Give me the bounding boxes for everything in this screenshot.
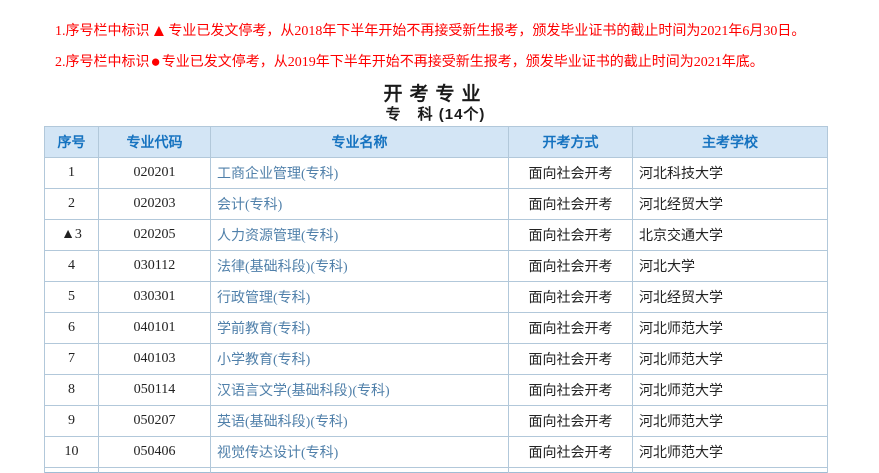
table-row: 8 050114 汉语言文学(基础科段)(专科) 面向社会开考 河北师范大学: [44, 374, 828, 406]
main-school-cell: 河北经贸大学: [632, 188, 828, 220]
main-school-cell: 河北师范大学: [632, 405, 828, 437]
table-row: 1 020201 工商企业管理(专科) 面向社会开考 河北科技大学: [44, 157, 828, 189]
col-header-index: 序号: [44, 126, 99, 158]
exam-method-cell: 面向社会开考: [508, 312, 633, 344]
major-code-cell: 050406: [98, 436, 211, 468]
table-row: 6 040101 学前教育(专科) 面向社会开考 河北师范大学: [44, 312, 828, 344]
major-name-link[interactable]: 英语(基础科段)(专科): [217, 415, 348, 430]
main-school-cell: 河北师范大学: [632, 343, 828, 375]
table-row: 9 050207 英语(基础科段)(专科) 面向社会开考 河北师范大学: [44, 405, 828, 437]
table-row: 7 040103 小学教育(专科) 面向社会开考 河北师范大学: [44, 343, 828, 375]
table-header: 序号 专业代码 专业名称 开考方式 主考学校: [44, 126, 828, 158]
table-row: 4 030112 法律(基础科段)(专科) 面向社会开考 河北大学: [44, 250, 828, 282]
col-header-method: 开考方式: [508, 126, 633, 158]
table-row: 10 050406 视觉传达设计(专科) 面向社会开考 河北师范大学: [44, 436, 828, 468]
table-body: 1 020201 工商企业管理(专科) 面向社会开考 河北科技大学 2 020203 会计(专…: [44, 157, 828, 473]
exam-method-cell: 面向社会开考: [508, 436, 633, 468]
notice-1-prefix: 1.序号栏中标识: [55, 24, 150, 39]
exam-method-cell: 面向社会开考: [508, 405, 633, 437]
triangle-marker-icon: ▲: [150, 21, 168, 40]
exam-method-cell: 面向社会开考: [508, 188, 633, 220]
main-school-cell: 北京交通大学: [632, 219, 828, 251]
major-name-cell: 英语(基础科段)(专科): [210, 405, 509, 437]
major-name-link[interactable]: 汉语言文学(基础科段)(专科): [217, 384, 390, 399]
col-header-name: 专业名称: [210, 126, 509, 158]
major-name-cell: 小学教育(专科): [210, 343, 509, 375]
major-name-link[interactable]: 法律(基础科段)(专科): [217, 260, 348, 275]
major-name-cell: 学前教育(专科): [210, 312, 509, 344]
main-school-cell: 河北大学: [632, 250, 828, 282]
partial-cell: [98, 467, 211, 473]
notice-line-2: 2.序号栏中标识●专业已发文停考，从2019年下半年开始不再接受新生报考，颁发毕…: [55, 53, 879, 71]
major-code-cell: 050207: [98, 405, 211, 437]
major-code-cell: 020201: [98, 157, 211, 189]
exam-method-cell: 面向社会开考: [508, 219, 633, 251]
table-row: 2 020203 会计(专科) 面向社会开考 河北经贸大学: [44, 188, 828, 220]
exam-method-cell: 面向社会开考: [508, 157, 633, 189]
major-code-cell: 040103: [98, 343, 211, 375]
majors-table: 序号 专业代码 专业名称 开考方式 主考学校 1 020201 工商企业管理(专科)…: [44, 126, 828, 473]
partial-cell: [632, 467, 828, 473]
major-name-cell: 工商企业管理(专科): [210, 157, 509, 189]
exam-method-cell: 面向社会开考: [508, 281, 633, 313]
notice-line-1: 1.序号栏中标识▲专业已发文停考，从2018年下半年开始不再接受新生报考，颁发毕…: [55, 22, 879, 40]
table-row-partial: [44, 467, 828, 473]
notice-2-text: 专业已发文停考，从2019年下半年开始不再接受新生报考，颁发毕业证书的截止时间为…: [161, 55, 764, 70]
major-name-link[interactable]: 视觉传达设计(专科): [217, 446, 339, 461]
table-row: 5 030301 行政管理(专科) 面向社会开考 河北经贸大学: [44, 281, 828, 313]
row-index-cell: 1: [44, 157, 99, 189]
col-header-code: 专业代码: [98, 126, 211, 158]
row-index-cell: 2: [44, 188, 99, 220]
major-code-cell: 030112: [98, 250, 211, 282]
row-index-cell: 8: [44, 374, 99, 406]
major-code-cell: 020203: [98, 188, 211, 220]
row-index-cell: 4: [44, 250, 99, 282]
notice-1-text: 专业已发文停考，从2018年下半年开始不再接受新生报考，颁发毕业证书的截止时间为…: [168, 24, 806, 39]
major-code-cell: 040101: [98, 312, 211, 344]
major-name-link[interactable]: 工商企业管理(专科): [217, 167, 339, 182]
page-title: 开考专业: [383, 84, 488, 105]
exam-method-cell: 面向社会开考: [508, 250, 633, 282]
partial-cell: [44, 467, 99, 473]
major-name-link[interactable]: 学前教育(专科): [217, 322, 311, 337]
main-school-cell: 河北师范大学: [632, 374, 828, 406]
table-row: ▲3 020205 人力资源管理(专科) 面向社会开考 北京交通大学: [44, 219, 828, 251]
major-name-cell: 法律(基础科段)(专科): [210, 250, 509, 282]
main-school-cell: 河北师范大学: [632, 436, 828, 468]
partial-cell: [508, 467, 633, 473]
major-name-cell: 汉语言文学(基础科段)(专科): [210, 374, 509, 406]
row-index-cell: 9: [44, 405, 99, 437]
exam-method-cell: 面向社会开考: [508, 374, 633, 406]
notice-2-prefix: 2.序号栏中标识: [55, 55, 150, 70]
row-index-cell: 7: [44, 343, 99, 375]
major-name-cell: 视觉传达设计(专科): [210, 436, 509, 468]
row-index-cell: 5: [44, 281, 99, 313]
main-school-cell: 河北经贸大学: [632, 281, 828, 313]
row-index-cell: ▲3: [44, 219, 99, 251]
circle-marker-icon: ●: [150, 52, 161, 71]
col-header-school: 主考学校: [632, 126, 828, 158]
major-code-cell: 030301: [98, 281, 211, 313]
major-name-cell: 行政管理(专科): [210, 281, 509, 313]
page-subtitle: 专 科 (14个): [385, 106, 486, 123]
major-name-link[interactable]: 会计(专科): [217, 198, 283, 213]
table-header-row: 序号 专业代码 专业名称 开考方式 主考学校: [44, 126, 828, 158]
notices: 1.序号栏中标识▲专业已发文停考，从2018年下半年开始不再接受新生报考，颁发毕…: [0, 0, 879, 71]
row-index-cell: 6: [44, 312, 99, 344]
major-name-link[interactable]: 人力资源管理(专科): [217, 229, 339, 244]
main-school-cell: 河北师范大学: [632, 312, 828, 344]
major-name-cell: 人力资源管理(专科): [210, 219, 509, 251]
major-name-link[interactable]: 行政管理(专科): [217, 291, 311, 306]
major-name-link[interactable]: 小学教育(专科): [217, 353, 311, 368]
exam-method-cell: 面向社会开考: [508, 343, 633, 375]
row-index-cell: 10: [44, 436, 99, 468]
major-code-cell: 020205: [98, 219, 211, 251]
partial-cell: [210, 467, 509, 473]
major-code-cell: 050114: [98, 374, 211, 406]
main-school-cell: 河北科技大学: [632, 157, 828, 189]
major-name-cell: 会计(专科): [210, 188, 509, 220]
